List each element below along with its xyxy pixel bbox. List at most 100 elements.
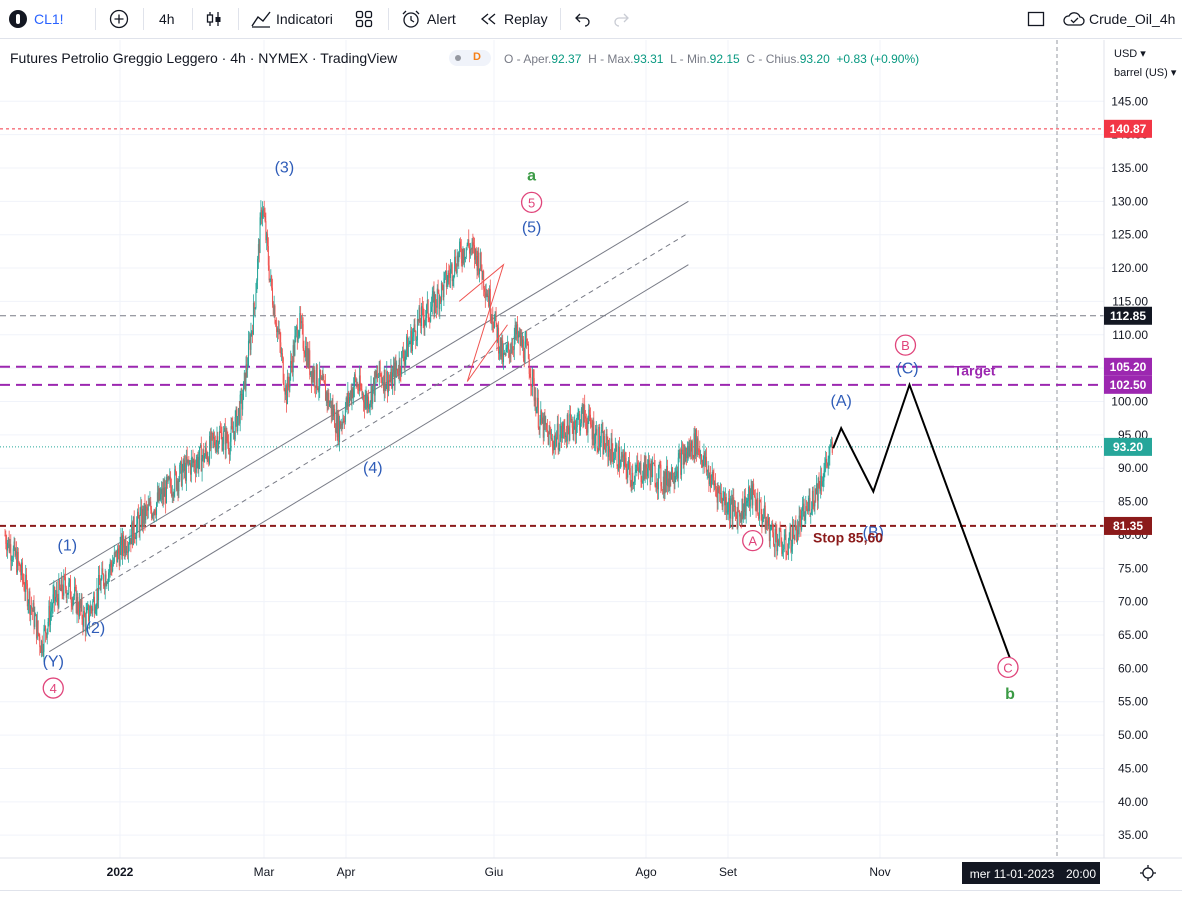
candle-body bbox=[255, 292, 257, 308]
wave-label: (3) bbox=[275, 160, 295, 177]
fullscreen-button[interactable] bbox=[1026, 0, 1046, 38]
indicators-button[interactable]: Indicatori bbox=[250, 0, 333, 38]
candle-body bbox=[242, 381, 244, 400]
time-scale[interactable]: 2022 Mar Apr Giu Ago Set Nov bbox=[107, 865, 891, 879]
candle-body bbox=[558, 447, 560, 450]
templates-button[interactable] bbox=[354, 0, 374, 38]
candle-body bbox=[636, 462, 638, 470]
candle-body bbox=[150, 501, 152, 510]
candle-body bbox=[720, 492, 722, 501]
candle-body bbox=[209, 436, 211, 464]
candle-body bbox=[608, 446, 610, 457]
chart-settings-button[interactable] bbox=[1140, 865, 1156, 881]
candle-body bbox=[694, 433, 696, 456]
chart-type-button[interactable] bbox=[204, 0, 224, 38]
candle-body bbox=[6, 542, 8, 551]
wave-projection[interactable] bbox=[458, 263, 1011, 659]
candle-body bbox=[262, 210, 264, 219]
candle-body bbox=[174, 469, 176, 493]
price-scale[interactable]: 35.00 40.00 45.00 50.00 55.00 60.00 65.00 70.00… bbox=[1111, 94, 1148, 842]
interval-button[interactable]: 4h bbox=[159, 11, 175, 27]
compare-symbol-button[interactable] bbox=[109, 0, 129, 38]
candle-body bbox=[663, 476, 665, 494]
candle-body bbox=[673, 480, 675, 484]
candle-body bbox=[247, 341, 249, 366]
candle-body bbox=[587, 421, 589, 433]
candle-body bbox=[666, 465, 668, 486]
candle-body bbox=[807, 502, 809, 512]
data-status-badge[interactable]: D bbox=[449, 50, 491, 66]
channel-lower-line bbox=[48, 264, 689, 653]
unit-selector[interactable]: barrel (US) ▾ bbox=[1114, 67, 1177, 79]
candle-body bbox=[252, 302, 254, 335]
candle-body bbox=[715, 488, 717, 490]
candle-body bbox=[830, 444, 832, 446]
candle-body bbox=[164, 487, 166, 497]
candle-body bbox=[296, 326, 298, 342]
candle-body bbox=[421, 306, 423, 308]
candle-body bbox=[233, 431, 235, 433]
candle-body bbox=[186, 456, 188, 463]
candle-body bbox=[470, 249, 472, 251]
candle-body bbox=[22, 577, 24, 582]
candle-body bbox=[533, 378, 535, 401]
instrument-title[interactable]: Futures Petrolio Greggio Leggero · 4h · … bbox=[10, 50, 398, 66]
candle-body bbox=[446, 282, 448, 288]
candle-body bbox=[129, 538, 131, 544]
candle-body bbox=[382, 382, 384, 384]
candle-body bbox=[99, 584, 101, 591]
candle-body bbox=[191, 458, 193, 460]
wave-label: (5) bbox=[522, 220, 542, 237]
candle-body bbox=[348, 392, 350, 403]
candle-body bbox=[176, 480, 178, 490]
candle-body bbox=[426, 299, 428, 306]
candle-body bbox=[736, 514, 738, 528]
redo-button[interactable] bbox=[612, 0, 630, 38]
candle-body bbox=[311, 370, 313, 383]
candle-body bbox=[546, 429, 548, 432]
candle-body bbox=[722, 498, 724, 507]
candle-body bbox=[538, 427, 540, 430]
candle-body bbox=[553, 441, 555, 451]
candle-body bbox=[642, 464, 644, 481]
candle-body bbox=[329, 400, 331, 404]
candle-body bbox=[628, 460, 630, 468]
candle-body bbox=[268, 265, 270, 281]
candle-body bbox=[104, 574, 106, 590]
candle-body bbox=[378, 361, 380, 378]
candle-body bbox=[556, 437, 558, 447]
save-layout-button[interactable]: Crude_Oil_4h bbox=[1062, 0, 1175, 38]
price-tick-label: 55.00 bbox=[1118, 695, 1148, 709]
currency-selector[interactable]: USD ▾ bbox=[1114, 48, 1146, 60]
candle-body bbox=[782, 550, 784, 554]
candle-body bbox=[431, 294, 433, 307]
wave-label: C bbox=[1003, 660, 1012, 675]
candle-body bbox=[331, 404, 333, 415]
candle-body bbox=[819, 488, 821, 492]
replay-button[interactable]: Replay bbox=[479, 0, 548, 38]
candle-body bbox=[772, 532, 774, 545]
candle-body bbox=[646, 468, 648, 477]
candle-body bbox=[495, 311, 497, 323]
candle-body bbox=[439, 297, 441, 310]
candle-body bbox=[493, 323, 495, 329]
candle-body bbox=[363, 393, 365, 403]
candle-body bbox=[290, 360, 292, 375]
time-tick-label: Ago bbox=[635, 865, 657, 879]
candle-body bbox=[259, 217, 261, 253]
candle-body bbox=[339, 421, 341, 442]
undo-button[interactable] bbox=[574, 0, 592, 38]
price-tag bbox=[1104, 306, 1152, 325]
candle-body bbox=[242, 399, 244, 410]
candle-body bbox=[530, 377, 532, 386]
candle-body bbox=[95, 606, 97, 612]
candle-body bbox=[141, 506, 143, 528]
candle-body bbox=[629, 467, 631, 481]
candle-body bbox=[507, 343, 509, 348]
symbol-search-button[interactable]: CL1! bbox=[8, 0, 64, 38]
candle-body bbox=[371, 386, 373, 404]
candle-body bbox=[525, 339, 527, 342]
alert-button[interactable]: Alert bbox=[400, 0, 456, 38]
candle-body bbox=[283, 383, 285, 391]
